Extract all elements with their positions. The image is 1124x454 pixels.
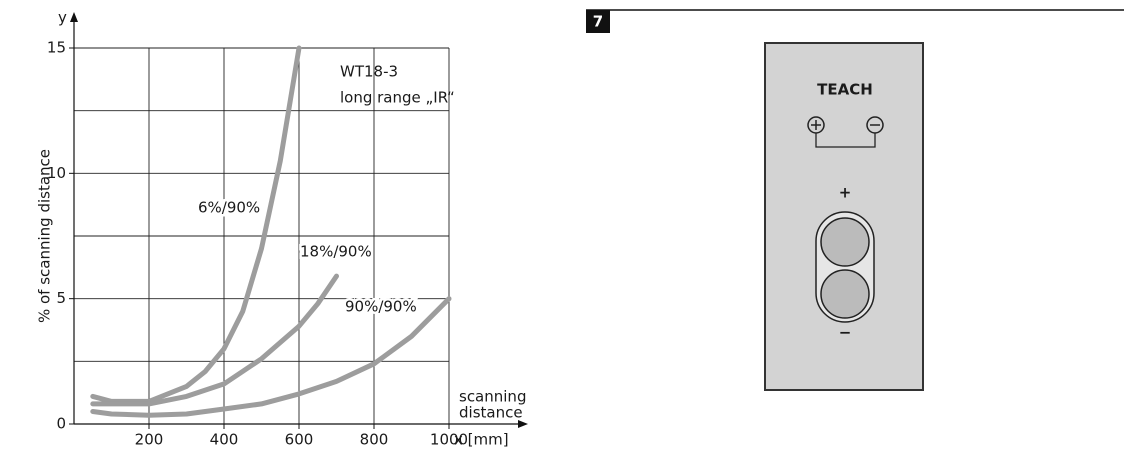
teach-label: TEACH	[817, 81, 873, 99]
y-tick-label: 5	[56, 289, 66, 307]
plus-sign: +	[839, 184, 852, 202]
y-axis-symbol: y	[58, 9, 67, 27]
y-tick-label: 15	[47, 39, 66, 57]
curve-label: 6%/90%	[198, 199, 260, 217]
y-axis-arrow	[70, 12, 78, 22]
figure-number: 7	[593, 13, 603, 31]
x-tick-label: 200	[135, 431, 164, 449]
y-tick-label: 0	[56, 415, 66, 433]
x-axis-note: distance	[459, 404, 523, 422]
x-tick-label: 400	[210, 431, 239, 449]
annotation: WT18-3	[340, 63, 398, 81]
page: 1000800600400200151050 y % of scanning d…	[0, 0, 1124, 450]
curve	[93, 299, 449, 416]
x-tick-label: 600	[285, 431, 314, 449]
minus-button[interactable]	[821, 270, 869, 318]
curve	[93, 48, 299, 401]
curve-label: 90%/90%	[345, 298, 417, 316]
curve-label: 18%/90%	[300, 243, 372, 261]
curve	[93, 276, 337, 404]
plus-button[interactable]	[821, 218, 869, 266]
x-tick-label: 800	[360, 431, 389, 449]
minus-sign: −	[839, 324, 852, 342]
teach-figure: 7 TEACH + −	[586, 10, 1124, 390]
x-axis-label: x [mm]	[454, 431, 509, 449]
y-axis-label: % of scanning distance	[36, 149, 54, 323]
annotation: long range „IR“	[340, 89, 455, 107]
